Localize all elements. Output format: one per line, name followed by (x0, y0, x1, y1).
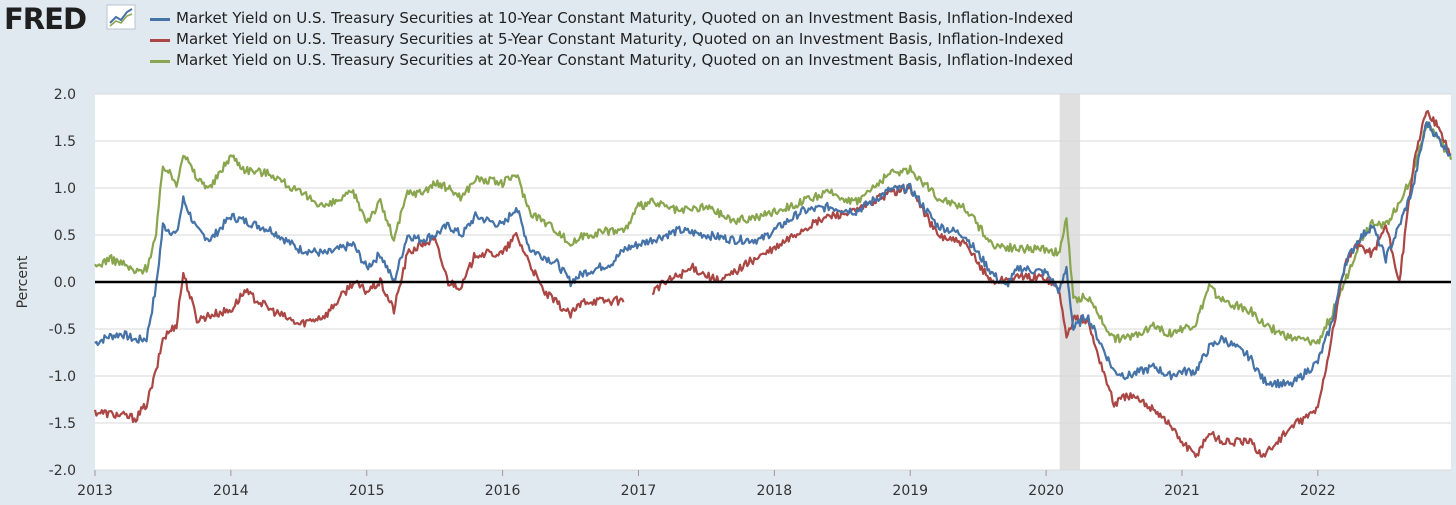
legend-swatch-20y (150, 60, 170, 63)
x-tick-label: 2016 (485, 483, 521, 499)
y-tick-label: -1.5 (49, 416, 76, 432)
x-tick-label: 2014 (213, 483, 249, 499)
y-tick-label: 1.0 (54, 181, 76, 197)
x-tick-label: 2021 (1164, 483, 1200, 499)
x-tick-label: 2013 (77, 483, 113, 499)
y-tick-label: 1.5 (54, 134, 76, 150)
chart-header: FRED Market Yield on U.S. Treasury Secur… (0, 0, 1456, 82)
legend-label-10y: Market Yield on U.S. Treasury Securities… (176, 9, 1074, 27)
y-tick-label: 0.5 (54, 228, 76, 244)
legend-label-5y: Market Yield on U.S. Treasury Securities… (176, 30, 1064, 48)
y-tick-label: 0.0 (54, 275, 76, 291)
series-line-20y-0 (94, 121, 1453, 346)
y-axis-label: Percent (15, 255, 31, 308)
legend-item-20y[interactable]: Market Yield on U.S. Treasury Securities… (148, 50, 1073, 71)
legend-item-5y[interactable]: Market Yield on U.S. Treasury Securities… (148, 29, 1073, 50)
x-tick-label: 2020 (1028, 483, 1064, 499)
legend-swatch-5y (150, 39, 170, 42)
x-tick-label: 2017 (621, 483, 657, 499)
y-tick-label: -2.0 (49, 463, 76, 479)
series-line-5y-0 (93, 231, 625, 423)
y-tick-label: -1.0 (49, 369, 76, 385)
legend-swatch-10y (150, 18, 170, 21)
x-axis: 2013 2014 2015 2016 2017 2018 2019 2020 2021 2022 (77, 470, 1336, 499)
legend: Market Yield on U.S. Treasury Securities… (148, 8, 1073, 71)
legend-label-20y: Market Yield on U.S. Treasury Securities… (176, 51, 1074, 69)
series-line-10y-0 (94, 121, 1452, 389)
x-tick-label: 2015 (349, 483, 385, 499)
x-tick-label: 2022 (1300, 483, 1336, 499)
legend-item-10y[interactable]: Market Yield on U.S. Treasury Securities… (148, 8, 1073, 29)
x-tick-label: 2018 (757, 483, 793, 499)
series-layer (93, 109, 1453, 458)
x-tick-label: 2019 (892, 483, 928, 499)
fred-logo[interactable]: FRED (4, 2, 87, 36)
chart-line-icon (106, 4, 136, 30)
y-tick-label: 2.0 (54, 87, 76, 103)
y-axis: 2.0 1.5 1.0 0.5 0.0 -0.5 -1.0 -1.5 -2.0 (49, 87, 76, 479)
y-tick-label: -0.5 (49, 322, 76, 338)
